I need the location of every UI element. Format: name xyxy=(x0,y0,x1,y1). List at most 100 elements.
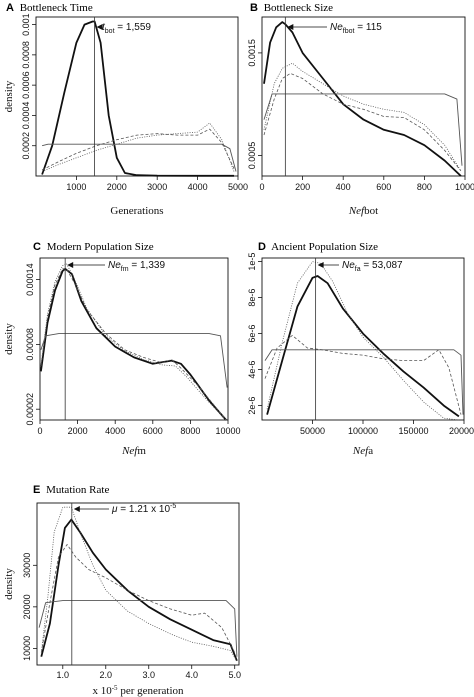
mode-annotation: Nefm = 1,339 xyxy=(108,260,165,273)
y-tick-label: 20000 xyxy=(22,594,32,619)
series-line-dotted xyxy=(41,122,235,172)
x-tick-label: 1.0 xyxy=(57,670,70,680)
x-tick-label: 1000 xyxy=(455,182,474,192)
plot-frame xyxy=(36,502,240,666)
y-tick-label: 0.0005 xyxy=(247,142,257,170)
panel-d-title: Ancient Population Size xyxy=(271,241,378,253)
panel-b-title: Bottleneck Size xyxy=(264,2,333,14)
series-line-prior xyxy=(40,333,228,388)
x-tick-label: 5.0 xyxy=(228,670,241,680)
y-tick-label: 6e-6 xyxy=(247,325,257,343)
x-axis-label: Nefm xyxy=(121,445,146,457)
plot-frame xyxy=(261,16,466,177)
y-axis-label: density xyxy=(3,323,15,355)
y-tick-label: 0.0006 xyxy=(21,71,31,99)
x-tick-label: 3.0 xyxy=(142,670,155,680)
svg-text:B Bottleneck Size: B Bottleneck Size xyxy=(250,2,333,14)
series-line-posterior xyxy=(40,518,238,662)
panel-e: E Mutation Rate 1.0 2.0 3.0 4.0 5.0 10000 2000… xyxy=(3,484,241,697)
annotation-arrowhead xyxy=(317,262,324,268)
panel-d: D Ancient Population Size 50000 100000 150… xyxy=(247,241,474,457)
svg-text:D Ancient Population Siz: D Ancient Population Size xyxy=(258,241,378,253)
y-tick-label: 0.00008 xyxy=(25,328,35,361)
series-line-dashed xyxy=(41,128,235,171)
series-line-dashed xyxy=(40,268,227,421)
svg-text:E Mutation Rate: E Mutation Rate xyxy=(33,484,109,496)
x-tick-label: 8000 xyxy=(180,426,200,436)
series-line-dashed xyxy=(264,334,462,415)
y-tick-label: 0.00014 xyxy=(25,263,35,296)
x-tick-label: 800 xyxy=(417,182,432,192)
x-tick-label: 400 xyxy=(336,182,351,192)
panel-b: B Bottleneck Size 0 200 400 600 800 1000 0.000… xyxy=(247,2,474,217)
x-tick-label: 0 xyxy=(259,182,264,192)
plot-bottleneck-time: 1000 2000 3000 4000 5000 0.0002 0.0004 0.0006 0.… xyxy=(3,13,248,217)
x-tick-label: 6000 xyxy=(143,426,163,436)
series-line-dotted xyxy=(263,62,462,172)
y-tick-label: 0.0004 xyxy=(21,102,31,130)
plot-frame xyxy=(39,257,229,421)
plot-mutation-rate: 1.0 2.0 3.0 4.0 5.0 10000 20000 30000 μ = 1.21 x… xyxy=(3,502,241,697)
y-tick-label: 10000 xyxy=(22,636,32,661)
mode-annotation: tbot = 1,559 xyxy=(102,22,151,35)
plot-modern-population-size: 0 2000 4000 6000 8000 10000 0.00002 0.00008 0.00… xyxy=(3,257,241,457)
mode-annotation: Nefa = 53,087 xyxy=(342,260,403,273)
svg-text:C Modern Population Size: C Modern Population Size xyxy=(33,241,154,253)
series-line-dashed xyxy=(263,73,462,172)
x-tick-label: 3000 xyxy=(147,182,167,192)
x-tick-label: 200000 xyxy=(449,426,474,436)
mode-annotation: Nefbot = 115 xyxy=(330,22,382,35)
y-tick-label: 4e-6 xyxy=(247,361,257,379)
x-tick-label: 150000 xyxy=(398,426,428,436)
panel-b-letter: B xyxy=(250,2,258,14)
panel-a-title: Bottleneck Time xyxy=(20,2,93,14)
annotation-arrowhead xyxy=(73,506,80,512)
x-tick-label: 2.0 xyxy=(100,670,113,680)
x-tick-label: 1000 xyxy=(66,182,86,192)
series-line-prior xyxy=(41,143,237,172)
x-tick-label: 100000 xyxy=(348,426,378,436)
y-tick-label: 8e-6 xyxy=(247,289,257,307)
x-tick-label: 4000 xyxy=(188,182,208,192)
plot-bottleneck-size: 0 200 400 600 800 1000 0.0005 0.0015 Nefbot = 11… xyxy=(247,16,474,217)
x-tick-label: 50000 xyxy=(300,426,325,436)
svg-text:A Bottleneck Time: A Bottleneck Time xyxy=(6,2,93,14)
y-tick-label: 0.0008 xyxy=(21,41,31,69)
annotation-arrowhead xyxy=(67,262,74,268)
plot-frame xyxy=(35,16,239,177)
plot-ancient-population-size: 50000 100000 150000 200000 2e-6 4e-6 6e-6 8e-6 1… xyxy=(247,253,474,457)
series-line-prior xyxy=(38,600,238,657)
x-tick-label: 4.0 xyxy=(185,670,198,680)
x-axis-label: x 10-5 per generation xyxy=(92,684,184,697)
series-line-posterior xyxy=(40,267,227,421)
x-tick-label: 5000 xyxy=(228,182,248,192)
y-tick-label: 0.00002 xyxy=(25,393,35,426)
series-line-dotted xyxy=(40,506,238,662)
y-tick-label: 1e-5 xyxy=(247,253,257,271)
x-axis-label: Nefbot xyxy=(348,205,378,217)
y-tick-label: 0.0015 xyxy=(247,39,257,67)
annotation-arrowhead xyxy=(96,24,103,30)
panel-d-letter: D xyxy=(258,241,266,253)
panel-e-letter: E xyxy=(33,484,40,496)
x-tick-label: 4000 xyxy=(105,426,125,436)
y-axis-label: density xyxy=(3,80,15,112)
panel-a-letter: A xyxy=(6,2,14,14)
y-tick-label: 2e-6 xyxy=(247,397,257,415)
series-line-dotted xyxy=(40,262,227,421)
x-axis-label: Generations xyxy=(110,205,163,217)
series-line-prior xyxy=(264,349,464,415)
y-tick-label: 0.001 xyxy=(21,13,31,36)
x-axis-label: Nefa xyxy=(352,445,373,457)
panel-c-title: Modern Population Size xyxy=(47,241,154,253)
y-axis-label: density xyxy=(3,568,15,600)
series-line-posterior xyxy=(41,20,234,177)
x-tick-label: 200 xyxy=(295,182,310,192)
panel-c-letter: C xyxy=(33,241,41,253)
x-tick-label: 2000 xyxy=(68,426,88,436)
series-line-posterior xyxy=(266,275,460,418)
y-tick-label: 0.0002 xyxy=(21,132,31,160)
x-tick-label: 2000 xyxy=(107,182,127,192)
x-tick-label: 0 xyxy=(37,426,42,436)
